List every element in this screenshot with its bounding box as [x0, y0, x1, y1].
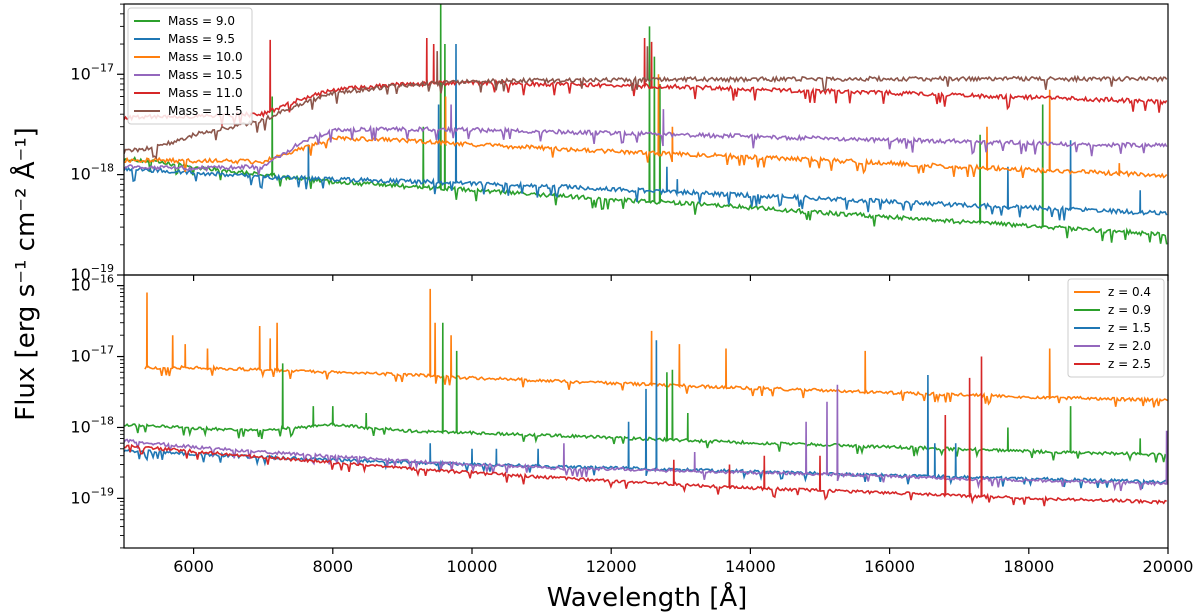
y-axis-label: Flux [erg s⁻¹ cm⁻² Å⁻¹]: [9, 127, 41, 421]
y-tick-label: 10−17: [70, 344, 114, 366]
x-tick-label: 14000: [725, 557, 776, 576]
series-line-6: [124, 46, 1168, 160]
legend-entry: z = 0.4: [1108, 285, 1151, 299]
series-line-1: [144, 288, 1168, 408]
series-line-5: [124, 37, 1168, 127]
x-tick-label: 16000: [864, 557, 915, 576]
legend-entry: Mass = 9.0: [168, 14, 235, 28]
legend-entry: Mass = 10.5: [168, 68, 243, 82]
legend-entry: Mass = 11.5: [168, 104, 243, 118]
series-line-5: [124, 356, 1167, 507]
legend-entry: z = 2.5: [1108, 357, 1151, 371]
series-line-4: [124, 384, 1168, 492]
series-line-2: [124, 43, 1168, 221]
y-tick-label: 10−18: [70, 414, 114, 436]
legend-entry: z = 0.9: [1108, 303, 1151, 317]
legend-entry: z = 1.5: [1108, 321, 1151, 335]
series-line-4: [124, 104, 1168, 175]
y-tick-label: 10−19: [70, 485, 114, 507]
legend-entry: Mass = 10.0: [168, 50, 243, 64]
bottom-panel: 10−19 10−18 10−17 10−16 6000 8000 10000 12000 14…: [70, 273, 1193, 576]
legend-entry: z = 2.0: [1108, 339, 1151, 353]
top-panel: 10−19 10−18 10−17: [70, 3, 1169, 284]
plot-frame: [123, 3, 1169, 276]
y-tick-label: 10−19: [70, 262, 114, 284]
plot-frame: [123, 274, 1169, 549]
y-tick-label: 10−16: [70, 273, 114, 295]
legend-redshift: z = 0.4 z = 0.9 z = 1.5 z = 2.0 z = 2.5: [1067, 278, 1165, 378]
x-axis-label: Wavelength [Å]: [547, 581, 748, 613]
x-tick-label: 18000: [1003, 557, 1054, 576]
x-tick-label: 8000: [312, 557, 353, 576]
x-tick-label: 20000: [1143, 557, 1194, 576]
x-tick-label: 12000: [586, 557, 637, 576]
legend-box: [1067, 278, 1165, 378]
x-tick-label: 10000: [447, 557, 498, 576]
y-tick-label: 10−18: [70, 162, 114, 184]
legend-entry: Mass = 11.0: [168, 86, 243, 100]
series-line-3: [124, 74, 1168, 179]
legend-box: [127, 7, 253, 125]
series-line-3: [124, 340, 1168, 489]
legend-mass: Mass = 9.0 Mass = 9.5 Mass = 10.0 Mass = 10…: [127, 7, 253, 125]
y-tick-label: 10−17: [70, 61, 114, 83]
legend-entry: Mass = 9.5: [168, 32, 235, 46]
x-tick-label: 6000: [173, 557, 214, 576]
